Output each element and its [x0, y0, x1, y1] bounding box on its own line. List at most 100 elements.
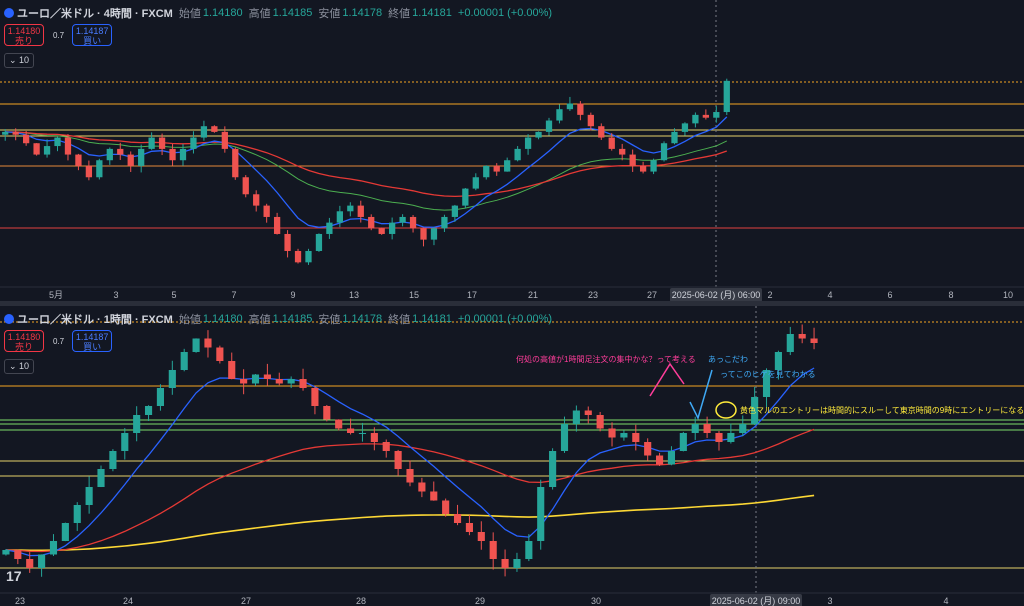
- candle-body: [462, 188, 469, 206]
- candle-body: [786, 334, 794, 352]
- candle-body: [620, 433, 628, 438]
- moving-average-slow: [5, 494, 815, 552]
- candle-body: [347, 205, 354, 212]
- candle-body: [556, 109, 563, 121]
- high-value: 1.14185: [272, 313, 313, 325]
- sell-button[interactable]: 1.14180 売り: [4, 24, 44, 46]
- candle-body: [211, 126, 218, 132]
- fxcm-logo-icon: [4, 8, 14, 18]
- x-axis-tick-label: 10: [1003, 290, 1013, 300]
- candle-body: [504, 160, 511, 172]
- trade-panel: 1.14180 売り 0.7 1.14187 買い: [4, 330, 113, 352]
- candle-body: [2, 550, 10, 555]
- sell-button[interactable]: 1.14180 売り: [4, 330, 44, 352]
- candle-body: [23, 134, 30, 144]
- candle-body: [358, 433, 367, 434]
- candle-body: [524, 137, 532, 149]
- chart-canvas-1h[interactable]: 23 24 27 28 29 30 3 4 2025-06-02 (月) 09:00 何処の高値が…: [0, 306, 1024, 606]
- x-axis-tick-label: 3: [113, 290, 118, 300]
- x-axis-tick-label: 2: [767, 290, 772, 300]
- x-axis-tick-label: 17: [467, 290, 477, 300]
- candle-body: [430, 228, 438, 240]
- x-axis-tick-label: 29: [475, 596, 485, 606]
- candle-body: [148, 137, 155, 149]
- candle-body: [204, 338, 212, 348]
- buy-label: 買い: [83, 342, 102, 352]
- candle-body: [221, 131, 228, 149]
- buy-button[interactable]: 1.14187 買い: [72, 24, 113, 46]
- candle-body: [619, 148, 626, 155]
- candle-body: [513, 559, 521, 568]
- candle-body: [477, 532, 485, 541]
- candle-body: [85, 165, 93, 178]
- x-axis-tick-label: 9: [290, 290, 295, 300]
- candle-body: [242, 177, 249, 195]
- buy-button[interactable]: 1.14187 買い: [72, 330, 113, 352]
- candle-body: [311, 388, 319, 406]
- candle-body: [357, 205, 364, 217]
- change-value: +0.00001 (+0.00%): [457, 7, 553, 19]
- sell-price: 1.14180: [7, 26, 41, 36]
- indicators-toggle[interactable]: ⌄ 10: [4, 53, 34, 68]
- moving-average-fast: [5, 367, 815, 557]
- candle-body: [596, 415, 604, 429]
- tradingview-logo-icon[interactable]: 17: [6, 568, 22, 584]
- symbol-title[interactable]: ユーロ／米ドル · 1時間 · FXCM: [17, 314, 173, 326]
- spread-value: 0.7: [53, 30, 65, 40]
- candle-body: [347, 428, 355, 433]
- buy-price: 1.14187: [75, 332, 109, 342]
- candle-body: [501, 559, 509, 568]
- x-axis-tick-label: 23: [15, 596, 25, 606]
- x-axis-tick-label: 21: [528, 290, 538, 300]
- candle-body: [133, 415, 141, 433]
- x-axis-tick-label: 4: [827, 290, 832, 300]
- candle-body: [370, 433, 378, 442]
- candle-body: [228, 361, 236, 379]
- candle-body: [305, 250, 312, 263]
- pane-divider[interactable]: [0, 301, 1024, 306]
- candle-body: [584, 410, 592, 415]
- candle-body: [691, 424, 699, 433]
- indicator-count: 10: [19, 55, 30, 65]
- candle-body: [26, 559, 34, 568]
- candle-body: [560, 424, 569, 451]
- moving-average-mid: [5, 131, 728, 198]
- candle-body: [33, 143, 40, 155]
- trade-panel: 1.14180 売り 0.7 1.14187 買い: [4, 24, 113, 46]
- annotation-pink-text: 何処の高値が1時間足注文の集中かな？って考える: [516, 354, 696, 364]
- indicators-toggle[interactable]: ⌄ 10: [4, 359, 34, 374]
- candle-body: [681, 123, 689, 132]
- candle-body: [644, 442, 652, 456]
- candle-body: [335, 419, 343, 429]
- candle-body: [723, 80, 730, 113]
- spread-value: 0.7: [53, 336, 65, 346]
- crosshair-time-label-bg: [670, 288, 762, 301]
- candle-body: [762, 370, 771, 397]
- chart-pane-4h[interactable]: 5月35791315172123272924681012142025-06-02…: [0, 0, 1024, 301]
- candle-body: [192, 338, 200, 352]
- x-axis-tick-label: 30: [591, 596, 601, 606]
- candle-body: [572, 410, 580, 424]
- x-axis-tick-label: 6: [887, 290, 892, 300]
- close-value: 1.14181: [412, 7, 452, 19]
- candle-body: [168, 370, 176, 388]
- x-axis-tick-label: 15: [409, 290, 419, 300]
- close-label: 終値: [388, 314, 411, 326]
- symbol-header: ユーロ／米ドル · 1時間 · FXCM 始値 1.14180 高値 1.14185…: [4, 312, 552, 326]
- x-axis-tick-label: 5: [171, 290, 176, 300]
- candle-body: [703, 424, 711, 433]
- candle-body: [608, 137, 615, 149]
- candle-body: [639, 165, 647, 172]
- candle-body: [38, 554, 46, 568]
- candle-body: [632, 433, 640, 442]
- candle-body: [549, 451, 557, 487]
- chart-canvas-4h[interactable]: 5月35791315172123272924681012142025-06-02…: [0, 0, 1024, 301]
- candle-body: [660, 143, 668, 161]
- candle-body: [273, 216, 281, 234]
- candle-body: [299, 379, 307, 388]
- symbol-title[interactable]: ユーロ／米ドル · 4時間 · FXCM: [17, 8, 173, 20]
- candle-body: [810, 338, 818, 343]
- buy-price: 1.14187: [75, 26, 109, 36]
- candle-body: [751, 397, 759, 424]
- chart-pane-1h[interactable]: 23 24 27 28 29 30 3 4 2025-06-02 (月) 09:00 何処の高値が…: [0, 306, 1024, 606]
